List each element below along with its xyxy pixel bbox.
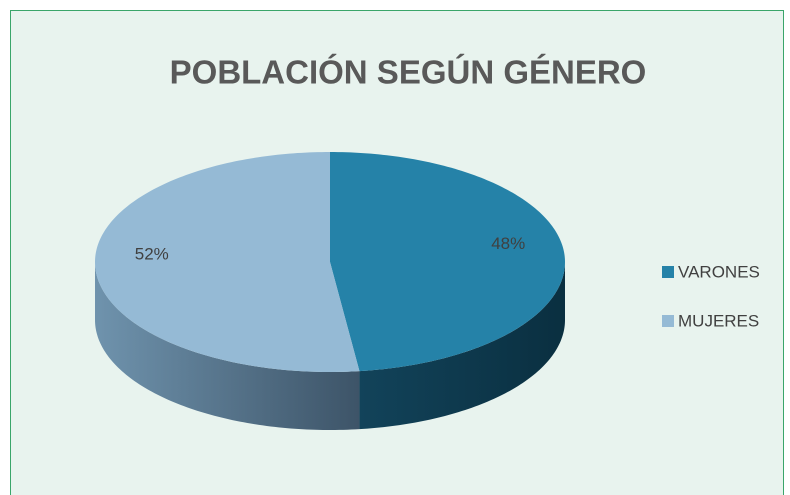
- slice: [95, 152, 360, 372]
- slice: [330, 152, 565, 372]
- slice-side: [95, 262, 360, 430]
- legend-label: VARONES: [678, 262, 760, 281]
- data-label: 52%: [135, 245, 169, 264]
- legend-swatch: [662, 266, 674, 278]
- legend-label: MUJERES: [678, 311, 759, 330]
- data-label: 48%: [491, 234, 525, 253]
- legend-swatch: [662, 315, 674, 327]
- chart-title: POBLACIÓN SEGÚN GÉNERO: [170, 54, 647, 91]
- slice-side: [359, 262, 565, 430]
